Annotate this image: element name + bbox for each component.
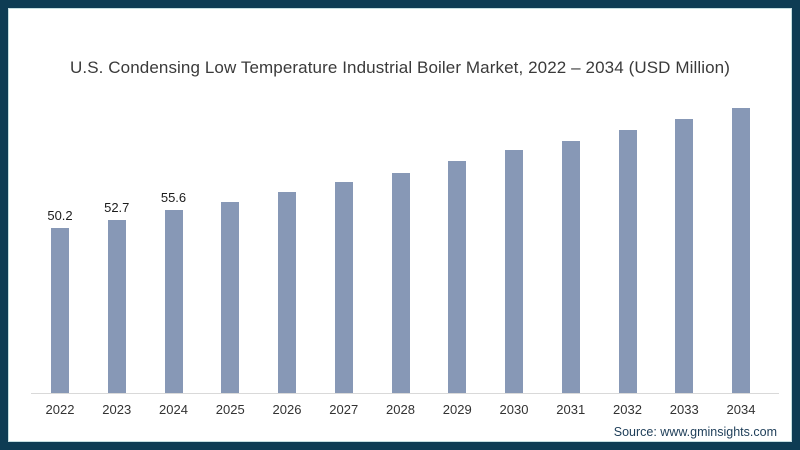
source-attribution: Source: www.gminsights.com xyxy=(613,425,777,439)
bar-2026 xyxy=(278,192,296,393)
x-tick-2033: 2033 xyxy=(669,402,699,417)
x-tick-2032: 2032 xyxy=(613,402,642,417)
bar-value-label: 50.2 xyxy=(47,208,73,223)
bar-2030 xyxy=(505,150,523,393)
x-tick-2025: 2025 xyxy=(215,402,245,417)
bar-2034 xyxy=(732,108,750,393)
x-tick-2023: 2023 xyxy=(102,402,132,417)
x-tick-2022: 2022 xyxy=(45,402,75,417)
bar-2033 xyxy=(675,119,694,393)
x-tick-2034: 2034 xyxy=(726,402,756,417)
chart-title: U.S. Condensing Low Temperature Industri… xyxy=(70,58,730,77)
bar-value-label: 55.6 xyxy=(160,190,187,205)
x-tick-2026: 2026 xyxy=(272,402,302,417)
bar-2029 xyxy=(448,161,467,393)
bar-2027 xyxy=(334,182,353,393)
x-axis-line xyxy=(31,393,779,394)
x-tick-2029: 2029 xyxy=(442,402,472,417)
x-tick-2031: 2031 xyxy=(556,402,586,417)
x-tick-2028: 2028 xyxy=(386,402,415,417)
bar-value-label: 52.7 xyxy=(104,200,130,215)
x-tick-2030: 2030 xyxy=(499,402,529,417)
bar-2031 xyxy=(561,141,580,393)
bar-2028 xyxy=(391,173,410,393)
x-tick-2024: 2024 xyxy=(159,402,188,417)
bar-2024 xyxy=(164,210,183,393)
bar-2025 xyxy=(221,202,240,393)
x-tick-2027: 2027 xyxy=(329,402,359,417)
bar-2022 xyxy=(51,228,69,393)
bar-2032 xyxy=(618,130,637,393)
bar-2023 xyxy=(107,220,126,393)
